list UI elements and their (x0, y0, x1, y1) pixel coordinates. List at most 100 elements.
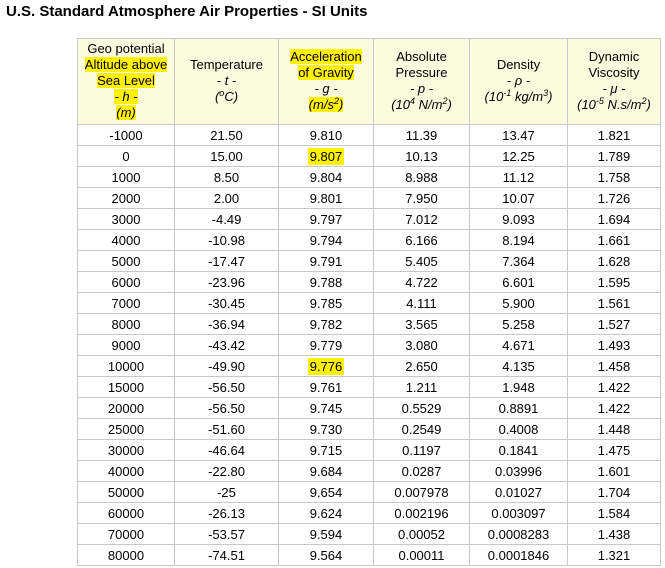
cell-value: 1.475 (597, 442, 631, 458)
cell-value: 9.807 (307, 147, 345, 165)
cell-viscosity: 1.661 (567, 229, 661, 251)
cell-density: 11.12 (469, 166, 568, 188)
cell-value: 0.2549 (401, 421, 442, 437)
cell-value: 1.561 (597, 295, 631, 311)
cell-density: 0.0008283 (469, 523, 568, 545)
cell-value: 7.364 (502, 253, 535, 269)
cell-gravity: 9.810 (278, 124, 374, 146)
cell-temperature: -17.47 (174, 250, 279, 272)
cell-value: 20000 (107, 400, 145, 416)
cell-value: -53.57 (208, 526, 245, 542)
cell-value: 80000 (107, 547, 145, 563)
cell-value: 6000 (111, 274, 141, 290)
table-row: -1000 21.50 9.810 11.39 13.47 1.821 (77, 124, 661, 146)
cell-pressure: 7.950 (373, 187, 470, 209)
cell-viscosity: 1.601 (567, 460, 661, 482)
cell-value: 1.584 (597, 505, 631, 521)
cell-density: 0.003097 (469, 502, 568, 524)
cell-value: 9.794 (309, 232, 343, 248)
cell-value: 15.00 (210, 148, 243, 164)
cell-value: 8.194 (502, 232, 535, 248)
cell-viscosity: 1.789 (567, 145, 661, 167)
cell-value: 1.628 (597, 253, 631, 269)
cell-value: 2.650 (405, 358, 438, 374)
cell-viscosity: 1.561 (567, 292, 661, 314)
cell-altitude: 5000 (77, 250, 175, 272)
cell-temperature: -23.96 (174, 271, 279, 293)
cell-density: 5.258 (469, 313, 568, 335)
cell-value: 5.405 (405, 253, 438, 269)
cell-altitude: 7000 (77, 292, 175, 314)
cell-density: 7.364 (469, 250, 568, 272)
cell-value: 9.804 (309, 169, 343, 185)
cell-altitude: 30000 (77, 439, 175, 461)
cell-value: 9.782 (309, 316, 343, 332)
cell-altitude: 2000 (77, 187, 175, 209)
cell-altitude: 80000 (77, 544, 175, 566)
cell-gravity: 9.745 (278, 397, 374, 419)
cell-temperature: -56.50 (174, 397, 279, 419)
cell-value: 0.4008 (498, 421, 539, 437)
cell-gravity: 9.624 (278, 502, 374, 524)
cell-value: 1.595 (597, 274, 631, 290)
cell-value: 10000 (107, 358, 145, 374)
cell-value: -43.42 (208, 337, 245, 353)
cell-altitude: 40000 (77, 460, 175, 482)
cell-gravity: 9.761 (278, 376, 374, 398)
cell-gravity: 9.782 (278, 313, 374, 335)
cell-temperature: 8.50 (174, 166, 279, 188)
cell-altitude: 3000 (77, 208, 175, 230)
cell-value: -4.49 (211, 211, 242, 227)
cell-gravity: 9.684 (278, 460, 374, 482)
cell-pressure: 4.111 (373, 292, 470, 314)
header-viscosity: Dynamic Viscosity - μ - (10-5 N.s/m2) (567, 38, 661, 125)
cell-value: 0.1841 (498, 442, 539, 458)
cell-temperature: -36.94 (174, 313, 279, 335)
cell-value: 40000 (107, 463, 145, 479)
header-altitude: Geo potential Altitude above Sea Level -… (77, 38, 175, 125)
cell-altitude: 8000 (77, 313, 175, 335)
cell-pressure: 8.988 (373, 166, 470, 188)
cell-pressure: 11.39 (373, 124, 470, 146)
cell-density: 0.0001846 (469, 544, 568, 566)
table-row: 30000 -46.64 9.715 0.1197 0.1841 1.475 (77, 439, 661, 461)
table-row: 4000 -10.98 9.794 6.166 8.194 1.661 (77, 229, 661, 251)
table-row: 40000 -22.80 9.684 0.0287 0.03996 1.601 (77, 460, 661, 482)
cell-temperature: -43.42 (174, 334, 279, 356)
cell-value: 9.791 (309, 253, 343, 269)
cell-value: 11.12 (502, 169, 535, 185)
cell-temperature: -10.98 (174, 229, 279, 251)
cell-value: -25 (217, 484, 236, 500)
cell-value: 0 (122, 148, 130, 164)
cell-viscosity: 1.493 (567, 334, 661, 356)
cell-value: 0.002196 (394, 505, 449, 521)
cell-temperature: -49.90 (174, 355, 279, 377)
cell-gravity: 9.804 (278, 166, 374, 188)
cell-viscosity: 1.527 (567, 313, 661, 335)
cell-value: 3000 (111, 211, 141, 227)
cell-temperature: -74.51 (174, 544, 279, 566)
cell-altitude: 20000 (77, 397, 175, 419)
table-row: 0 15.00 9.807 10.13 12.25 1.789 (77, 145, 661, 167)
cell-value: 9.801 (309, 190, 343, 206)
cell-value: 9.776 (307, 357, 345, 375)
cell-temperature: -46.64 (174, 439, 279, 461)
cell-pressure: 7.012 (373, 208, 470, 230)
cell-gravity: 9.715 (278, 439, 374, 461)
cell-density: 0.1841 (469, 439, 568, 461)
cell-temperature: 21.50 (174, 124, 279, 146)
cell-density: 6.601 (469, 271, 568, 293)
cell-value: 9.654 (309, 484, 343, 500)
cell-value: 4000 (111, 232, 141, 248)
cell-value: 0.007978 (394, 484, 449, 500)
table-row: 5000 -17.47 9.791 5.405 7.364 1.628 (77, 250, 661, 272)
cell-gravity: 9.785 (278, 292, 374, 314)
cell-value: 9.594 (309, 526, 343, 542)
cell-value: 1.321 (597, 547, 631, 563)
cell-density: 4.671 (469, 334, 568, 356)
cell-gravity: 9.794 (278, 229, 374, 251)
cell-value: 1.422 (597, 400, 631, 416)
cell-value: 0.5529 (401, 400, 442, 416)
cell-value: 1.458 (597, 358, 631, 374)
cell-value: 8.988 (405, 169, 438, 185)
